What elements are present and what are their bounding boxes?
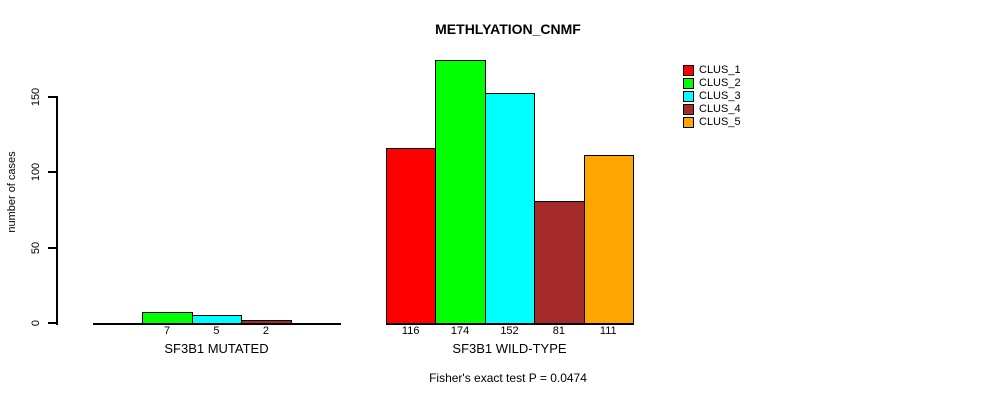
x-baseline <box>93 323 341 325</box>
legend-item-label: CLUS_5 <box>699 116 741 128</box>
y-axis-label: number of cases <box>6 151 18 233</box>
legend-item-label: CLUS_1 <box>699 64 741 76</box>
legend-item: CLUS_1 <box>683 64 741 77</box>
legend-item: CLUS_3 <box>683 90 741 103</box>
y-tick <box>48 95 56 98</box>
bar-clus-3-sf3b1-wild-type <box>484 93 536 324</box>
bar-clus-5-sf3b1-wild-type <box>583 155 634 324</box>
bar-value-label: 111 <box>599 325 617 337</box>
bar-clus-2-sf3b1-wild-type <box>435 60 486 324</box>
y-tick-label: 100 <box>30 162 42 182</box>
bar-clus-2-sf3b1-mutated <box>142 312 193 324</box>
x-baseline <box>386 323 634 325</box>
y-tick-label: 150 <box>30 87 42 106</box>
legend-item: CLUS_4 <box>683 103 741 116</box>
y-tick <box>48 246 56 249</box>
bar-value-label: 2 <box>262 325 269 337</box>
y-axis <box>56 96 58 325</box>
y-tick-label: 50 <box>30 241 42 254</box>
bar-clus-1-sf3b1-wild-type <box>386 147 437 324</box>
y-tick <box>48 171 56 173</box>
group-label-sf3b1-wild-type: SF3B1 WILD-TYPE <box>452 341 567 356</box>
bar-value-label: 116 <box>401 325 420 337</box>
legend-item: CLUS_5 <box>683 116 741 129</box>
bar-clus-4-sf3b1-mutated <box>241 319 292 324</box>
bar-value-label: 174 <box>450 325 470 337</box>
legend-item-label: CLUS_4 <box>699 103 741 115</box>
bar-value-label: 5 <box>213 325 220 337</box>
legend-swatch <box>683 91 694 102</box>
group-label-sf3b1-mutated: SF3B1 MUTATED <box>164 341 269 356</box>
bar-value-label: 81 <box>552 325 565 337</box>
legend: CLUS_1 CLUS_2 CLUS_3 CLUS_4 CLUS_5 <box>683 64 741 129</box>
bar-clus-4-sf3b1-wild-type <box>534 200 585 324</box>
legend-swatch <box>683 104 694 115</box>
legend-item: CLUS_2 <box>683 77 741 90</box>
legend-item-label: CLUS_3 <box>699 90 741 102</box>
y-tick-label: 0 <box>30 319 42 327</box>
legend-swatch <box>683 65 694 76</box>
legend-swatch <box>683 117 694 128</box>
bar-value-label: 152 <box>500 325 519 337</box>
legend-item-label: CLUS_2 <box>699 77 741 89</box>
fisher-exact-test-annotation: Fisher's exact test P = 0.0474 <box>429 371 587 385</box>
y-tick <box>48 322 56 324</box>
chart-title: METHLYATION_CNMF <box>435 21 581 37</box>
legend-swatch <box>683 78 694 89</box>
bar-clus-3-sf3b1-mutated <box>191 315 243 324</box>
bar-value-label: 7 <box>164 325 171 337</box>
